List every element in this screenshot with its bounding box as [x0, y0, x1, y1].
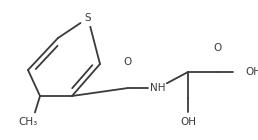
Text: S: S	[85, 13, 91, 23]
Text: OH: OH	[245, 67, 258, 77]
Text: OH: OH	[180, 117, 196, 127]
Text: NH: NH	[150, 83, 166, 93]
Text: CH₃: CH₃	[18, 117, 38, 127]
Text: O: O	[124, 57, 132, 67]
Text: O: O	[214, 43, 222, 53]
